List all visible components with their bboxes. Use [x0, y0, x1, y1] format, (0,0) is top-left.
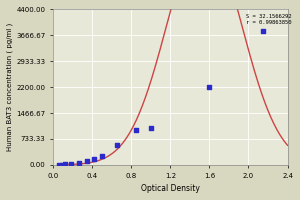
Point: [148, 126, 153, 129]
Point: [100, 154, 104, 158]
Point: [261, 29, 266, 32]
X-axis label: Optical Density: Optical Density: [141, 184, 200, 193]
Point: [68, 162, 73, 165]
Point: [85, 159, 90, 162]
Point: [114, 144, 119, 147]
Text: S = 32.1566292
r = 0.99863850: S = 32.1566292 r = 0.99863850: [245, 14, 291, 25]
Point: [62, 163, 67, 166]
Point: [207, 86, 212, 89]
Y-axis label: Human BAT3 concentration ( pg/ml ): Human BAT3 concentration ( pg/ml ): [7, 23, 14, 151]
Point: [134, 128, 139, 131]
Point: [59, 163, 64, 166]
Point: [57, 163, 62, 166]
Point: [92, 157, 97, 160]
Point: [76, 161, 81, 164]
